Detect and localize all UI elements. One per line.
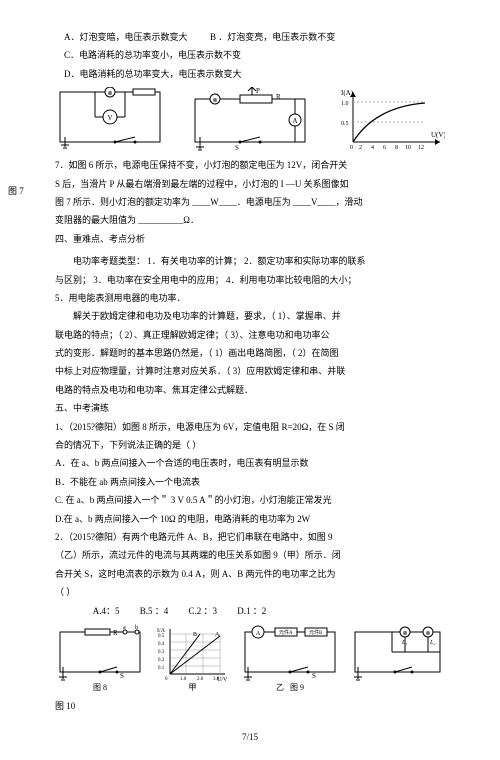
q7-l3: 图 7 所示．则小灯泡的额定功率为 ____W____．电源电压为 ____V_… bbox=[55, 195, 445, 209]
q2-l1: 2．（2015?德阳）有两个电路元件 A、B，把它们串联在电路中，如图 9 bbox=[55, 530, 445, 544]
svg-text:P: P bbox=[256, 87, 260, 95]
h5: 五、中考演练 bbox=[55, 401, 445, 415]
fig10-box: ⊗ ⊗ L₁ L₂ bbox=[350, 624, 445, 693]
q7-l2: S 后，当滑片 P 从最右端滑到最左端的过程中，小灯泡的 I —U 关系图像如 bbox=[55, 177, 445, 191]
fig9-mid-box: A B I/AU/V 0.50.4 0.30.2 0.10 1.02.03.0 … bbox=[155, 624, 230, 693]
fig-row-top: ⊗ V ⊗ P R A S I(A) U(V) 1.0 0.5 bbox=[55, 87, 445, 152]
svg-text:B: B bbox=[193, 632, 197, 638]
svg-text:0.2: 0.2 bbox=[158, 658, 165, 663]
topic3: 5．用电能表测用电器的电功率． bbox=[55, 291, 445, 305]
opt-A: A．灯泡变暗，电压表示数变大 B ．灯泡变亮，电压表示数不变 bbox=[55, 30, 445, 44]
q1-l1: 1、（2015?德阳）如图 8 所示，电源电压为 6V，定值电阻 R=20Ω，在… bbox=[55, 420, 445, 434]
svg-text:A: A bbox=[215, 632, 220, 638]
svg-text:R: R bbox=[113, 629, 118, 637]
svg-text:0.5: 0.5 bbox=[158, 634, 165, 639]
svg-text:1.0: 1.0 bbox=[341, 101, 349, 107]
ch-c: C.2 ：3 bbox=[189, 606, 218, 616]
iv-graph-top: I(A) U(V) 1.0 0.5 0 2 4 6 8 10 12 bbox=[335, 87, 445, 152]
svg-text:8: 8 bbox=[395, 145, 398, 151]
fig10-label: 图 10 bbox=[55, 699, 445, 713]
page: A．灯泡变暗，电压表示数变大 B ．灯泡变亮，电压表示数不变 C．电路消耗的总功… bbox=[0, 0, 500, 737]
fig9-right-label: 乙 图 9 bbox=[240, 682, 340, 693]
svg-text:⊗: ⊗ bbox=[212, 98, 217, 104]
svg-text:S: S bbox=[312, 672, 316, 680]
p3: 式的变形．解题时的基本思路仍然是，（ 1）画出电路简图，（ 2）在简图 bbox=[55, 346, 445, 360]
svg-text:A: A bbox=[256, 631, 261, 637]
q2-l4: （ ） bbox=[55, 585, 445, 599]
svg-text:L₁: L₁ bbox=[401, 640, 407, 646]
svg-text:⊗: ⊗ bbox=[402, 631, 407, 637]
q7-l5: 四、重难点、考点分析 bbox=[55, 232, 445, 246]
q2-choices: A.4：5 B.5 ：4 C.2 ：3 D.1 ：2 bbox=[55, 604, 445, 618]
side-label: 图 7 bbox=[8, 184, 24, 197]
svg-text:元件A: 元件A bbox=[279, 629, 293, 636]
ch-b: B.5 ：4 bbox=[140, 606, 169, 616]
q2-l3: 合开关 S，这时电流表的示数为 0.4 A，则 A、B 两元件的电功率之比为 bbox=[55, 567, 445, 581]
opt-D: D．电路消耗的总功率变大，电压表示数变大 bbox=[55, 67, 445, 81]
svg-text:L₂: L₂ bbox=[429, 640, 435, 646]
ch-a: A.4：5 bbox=[93, 606, 120, 616]
p2: 联电路的特点；（ 2）、真正理解欧姆定律；（ 3）、注意电功和电功率公 bbox=[55, 328, 445, 342]
p5: 电路的特点及电功和电功率、焦耳定律公式解题． bbox=[55, 383, 445, 397]
opt-B-txt: B ．灯泡变亮，电压表示数不变 bbox=[210, 32, 335, 42]
svg-text:4: 4 bbox=[371, 145, 374, 151]
q1-a: A．在 a、b 两点间接入一个合适的电压表时，电压表有明显示数 bbox=[55, 456, 445, 470]
q1-b: B．不能在 ab 两点间接入一个电流表 bbox=[55, 475, 445, 489]
q7-l4: 变阻器的最大阻值为 __________Ω． bbox=[55, 213, 445, 227]
q2-l2: （乙）所示，流过元件的电流与其两端的电压关系如图 9（甲）所示．闭 bbox=[55, 548, 445, 562]
q1-d: D.在 a、b 两点间接入一个 10Ω 的电阻，电路消耗的电功率为 2W bbox=[55, 512, 445, 526]
svg-text:A: A bbox=[292, 117, 297, 125]
svg-text:⊗: ⊗ bbox=[425, 631, 430, 637]
topic1: 电功率考题类型： 1．有关电功率的计算； 2．额定功率和实际功率的联系 bbox=[55, 254, 445, 268]
svg-text:元件B: 元件B bbox=[309, 629, 323, 636]
svg-text:2: 2 bbox=[359, 145, 362, 151]
svg-text:U(V): U(V) bbox=[431, 131, 445, 139]
q7-l1: 7．如图 6 所示，电源电压保持不变，小灯泡的额定电压为 12V，闭合开关 bbox=[55, 158, 445, 172]
svg-text:0.5: 0.5 bbox=[341, 121, 349, 127]
svg-text:a: a bbox=[123, 625, 126, 631]
svg-text:S: S bbox=[235, 144, 239, 152]
ch-d: D.1 ：2 bbox=[237, 606, 266, 616]
p1: 解关于欧姆定律和电功及电功率的计算题，要求，（ 1）、掌握串、并 bbox=[55, 309, 445, 323]
svg-text:0: 0 bbox=[350, 145, 353, 151]
svg-text:0.4: 0.4 bbox=[158, 642, 165, 647]
page-number: 7/15 bbox=[0, 732, 500, 742]
fig-row-bottom: R a b S 图 8 A B I/AU/V 0.50.4 bbox=[55, 624, 445, 693]
svg-text:1.0: 1.0 bbox=[180, 677, 187, 682]
topic2: 与区别； 3．电功率在安全用电中的应用； 4．利用电功率比较电阻的大小； bbox=[55, 273, 445, 287]
svg-text:0.1: 0.1 bbox=[158, 666, 165, 671]
circuit-left: ⊗ V bbox=[55, 87, 165, 152]
svg-text:0.3: 0.3 bbox=[158, 650, 165, 655]
svg-text:R: R bbox=[276, 93, 281, 101]
q1-c: C. 在 a、b 两点间接入一个＂ 3 V 0.5 A＂的小灯泡，小灯泡能正常发… bbox=[55, 493, 445, 507]
svg-text:V: V bbox=[107, 114, 112, 122]
fig8-box: R a b S 图 8 bbox=[55, 624, 145, 693]
q1-l2: 合的情况下，下列说法正确的是（ ） bbox=[55, 438, 445, 452]
p4: 中标上对应物理量，计算时注意对应关系．（ 3）应用欧姆定律和串、并联 bbox=[55, 364, 445, 378]
svg-text:S: S bbox=[120, 672, 124, 680]
svg-text:10: 10 bbox=[405, 145, 411, 151]
svg-text:2.0: 2.0 bbox=[197, 677, 204, 682]
fig9-right-box: 元件A 元件B A S 乙 图 9 bbox=[240, 624, 340, 693]
svg-text:⊗: ⊗ bbox=[107, 91, 112, 97]
svg-text:3.0: 3.0 bbox=[213, 677, 220, 682]
svg-text:I(A): I(A) bbox=[341, 89, 354, 97]
opt-A-txt: A．灯泡变暗，电压表示数变大 bbox=[64, 32, 188, 42]
fig8-label: 图 8 bbox=[55, 682, 145, 693]
svg-text:6: 6 bbox=[383, 145, 386, 151]
fig9-mid-label: 甲 bbox=[155, 682, 230, 693]
circuit-mid: ⊗ P R A S bbox=[190, 87, 310, 152]
svg-text:12: 12 bbox=[418, 145, 424, 151]
opt-C: C．电路消耗的总功率变小，电压表示数不变 bbox=[55, 48, 445, 62]
svg-text:b: b bbox=[135, 625, 138, 631]
